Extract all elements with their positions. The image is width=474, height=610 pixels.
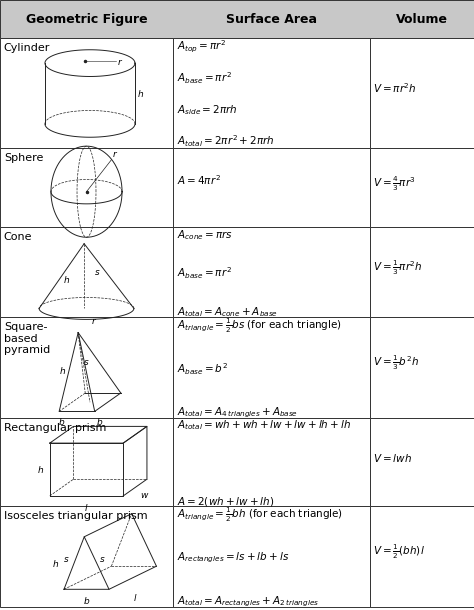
- Text: $s$: $s$: [63, 556, 69, 564]
- Text: $A_{total} = A_{4\,triangles} + A_{base}$: $A_{total} = A_{4\,triangles} + A_{base}…: [177, 405, 298, 420]
- Text: $V = \frac{1}{2} (bh)l$: $V = \frac{1}{2} (bh)l$: [373, 543, 424, 561]
- Bar: [173, 228, 370, 317]
- Text: $A_{side} = 2\pi rh$: $A_{side} = 2\pi rh$: [177, 103, 237, 117]
- Text: Volume: Volume: [396, 13, 448, 26]
- Text: Cylinder: Cylinder: [4, 43, 50, 53]
- Bar: [0, 506, 173, 608]
- Bar: [173, 38, 370, 148]
- Text: $A_{base} = \pi r^2$: $A_{base} = \pi r^2$: [177, 265, 232, 281]
- Text: $s$: $s$: [93, 268, 100, 278]
- Bar: [0, 148, 173, 228]
- Text: $l$: $l$: [84, 502, 89, 513]
- Text: $r$: $r$: [118, 57, 124, 67]
- Text: Surface Area: Surface Area: [226, 13, 317, 26]
- Text: $s$: $s$: [99, 556, 106, 564]
- Bar: [0, 228, 173, 317]
- Text: $r$: $r$: [112, 149, 118, 159]
- Bar: [370, 506, 474, 608]
- Text: $A_{triangle} = \frac{1}{2} bs$ (for each triangle): $A_{triangle} = \frac{1}{2} bs$ (for eac…: [177, 317, 342, 335]
- Text: $A_{top} = \pi r^2$: $A_{top} = \pi r^2$: [177, 39, 227, 56]
- Text: $A_{cone} = \pi rs$: $A_{cone} = \pi rs$: [177, 228, 233, 242]
- Text: $l$: $l$: [133, 592, 137, 603]
- Bar: [0, 38, 173, 148]
- Text: $A_{base} = \pi r^2$: $A_{base} = \pi r^2$: [177, 71, 232, 87]
- Text: $h$: $h$: [59, 365, 66, 376]
- Text: $A_{total} = A_{cone} + A_{base}$: $A_{total} = A_{cone} + A_{base}$: [177, 305, 278, 319]
- Text: $b$: $b$: [83, 595, 90, 606]
- Text: Square-
based
pyramid: Square- based pyramid: [4, 322, 50, 356]
- Bar: [0, 0, 474, 38]
- Bar: [370, 38, 474, 148]
- Bar: [370, 228, 474, 317]
- Bar: [173, 317, 370, 418]
- Bar: [370, 418, 474, 506]
- Text: $s$: $s$: [83, 358, 90, 367]
- Bar: [0, 317, 173, 418]
- Text: $w$: $w$: [140, 491, 149, 500]
- Bar: [173, 418, 370, 506]
- Text: $A_{total} = 2\pi r^2 + 2\pi rh$: $A_{total} = 2\pi r^2 + 2\pi rh$: [177, 134, 274, 149]
- Text: $h$: $h$: [137, 88, 145, 99]
- Bar: [173, 506, 370, 608]
- Text: $V = \frac{4}{3} \pi r^3$: $V = \frac{4}{3} \pi r^3$: [373, 174, 416, 193]
- Bar: [0, 418, 173, 506]
- Text: Cone: Cone: [4, 232, 32, 242]
- Text: Isosceles triangular prism: Isosceles triangular prism: [4, 511, 147, 522]
- Text: $A_{triangle} = \frac{1}{2} bh$ (for each triangle): $A_{triangle} = \frac{1}{2} bh$ (for eac…: [177, 505, 343, 524]
- Text: $V = \pi r^2 h$: $V = \pi r^2 h$: [373, 81, 416, 95]
- Bar: [370, 148, 474, 228]
- Text: $h$: $h$: [37, 464, 44, 475]
- Text: $A = 2(wh + lw + lh)$: $A = 2(wh + lw + lh)$: [177, 495, 274, 508]
- Text: $A_{rectangles} = ls + lb + ls$: $A_{rectangles} = ls + lb + ls$: [177, 551, 289, 565]
- Bar: [370, 317, 474, 418]
- Text: Geometric Figure: Geometric Figure: [26, 13, 147, 26]
- Text: $V = lwh$: $V = lwh$: [373, 452, 411, 464]
- Text: $h$: $h$: [63, 274, 70, 285]
- Text: Rectangular prism: Rectangular prism: [4, 423, 106, 433]
- Text: $A_{total} = A_{rectangles} + A_{2\,triangles}$: $A_{total} = A_{rectangles} + A_{2\,tria…: [177, 594, 319, 609]
- Text: $A_{total} = wh + wh + lw + lw + lh + lh$: $A_{total} = wh + wh + lw + lw + lh + lh…: [177, 418, 351, 432]
- Text: $A = 4\pi r^2$: $A = 4\pi r^2$: [177, 173, 221, 187]
- Text: $V = \frac{1}{3} \pi r^2 h$: $V = \frac{1}{3} \pi r^2 h$: [373, 259, 422, 277]
- Text: $A_{base} = b^2$: $A_{base} = b^2$: [177, 361, 228, 377]
- Text: $r$: $r$: [91, 316, 98, 326]
- Text: Sphere: Sphere: [4, 153, 43, 163]
- Text: $b$: $b$: [96, 416, 103, 427]
- Bar: [173, 148, 370, 228]
- Text: $h$: $h$: [52, 558, 59, 569]
- Text: $b$: $b$: [58, 416, 65, 427]
- Text: $V = \frac{1}{3} b^2 h$: $V = \frac{1}{3} b^2 h$: [373, 354, 419, 372]
